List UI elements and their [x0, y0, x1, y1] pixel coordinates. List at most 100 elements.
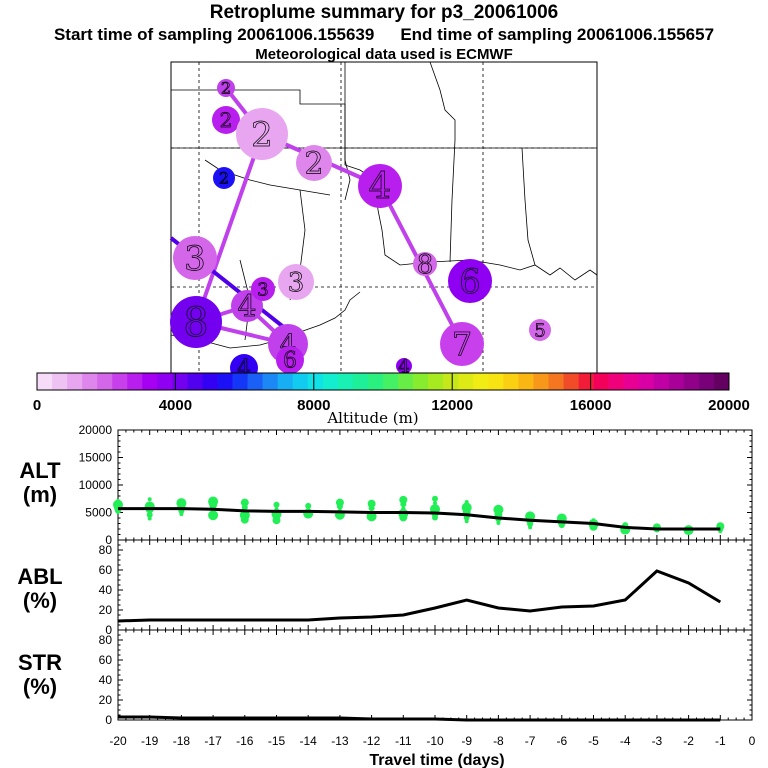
- met-data-label: Meteorological data used is ECMWF: [255, 46, 513, 63]
- y-tick-label: 20: [99, 693, 113, 707]
- colorbar-swatch: [533, 373, 549, 390]
- trajectory-marker: 2: [296, 145, 332, 182]
- marker-circle: [448, 259, 492, 303]
- marker-circle: [213, 167, 235, 189]
- colorbar-swatch: [428, 373, 444, 390]
- altitude-point: [336, 503, 343, 510]
- trajectory-marker: 2: [217, 78, 235, 98]
- trajectory-marker: 6: [448, 259, 492, 303]
- colorbar-swatch: [367, 373, 384, 390]
- marker-day-label: 8: [417, 250, 434, 280]
- y-tick-label: 5000: [85, 506, 112, 520]
- marker-circle: [296, 145, 332, 181]
- x-tick-label: -8: [493, 734, 504, 748]
- colorbar-swatch: [172, 373, 188, 390]
- time-series-panels: 05000100001500020000020406080020406080-2…: [79, 423, 756, 748]
- colorbar-swatch: [202, 373, 218, 390]
- marker-circle: [396, 358, 412, 374]
- str-line: [118, 715, 721, 722]
- altitude-point: [146, 511, 153, 518]
- altitude-point: [464, 519, 469, 524]
- y-tick-label: 0: [105, 623, 112, 637]
- colorbar-tick-label: 12000: [431, 397, 473, 414]
- colorbar-swatch: [398, 373, 414, 390]
- x-tick-label: -4: [620, 734, 631, 748]
- colorbar-swatch: [37, 373, 53, 390]
- x-tick-label: -2: [683, 734, 694, 748]
- colorbar-swatch: [503, 373, 519, 390]
- altitude-point: [432, 514, 438, 521]
- colorbar-swatch: [262, 373, 278, 390]
- marker-day-label: 5: [534, 320, 545, 341]
- colorbar-swatch: [563, 373, 579, 390]
- trajectory-marker: 5: [529, 319, 551, 342]
- colorbar-swatch: [518, 373, 534, 390]
- river-border: [429, 61, 456, 263]
- abl-line: [117, 569, 722, 623]
- colorbar-swatch: [578, 373, 594, 390]
- y-tick-label: 15000: [79, 451, 113, 465]
- colorbar-tick-label: 16000: [570, 397, 612, 414]
- marker-circle: [251, 277, 275, 301]
- altitude-point: [400, 501, 407, 508]
- marker-day-label: 2: [220, 108, 233, 132]
- colorbar-tick-label: 20000: [708, 397, 750, 414]
- colorbar-swatch: [548, 373, 564, 390]
- colorbar-swatch: [217, 373, 233, 390]
- colorbar-swatch: [142, 373, 158, 390]
- x-tick-label: -17: [204, 734, 222, 748]
- y-tick-label: 60: [99, 653, 113, 667]
- state-border: [171, 89, 345, 105]
- x-tick-label: -6: [556, 734, 567, 748]
- sampling-times: Start time of sampling 20061006.155639 En…: [0, 25, 768, 45]
- colorbar-swatch: [413, 373, 429, 390]
- colorbar-swatch: [157, 373, 173, 390]
- alt-axis-unit: (m): [23, 482, 57, 507]
- trajectory-marker: 4: [231, 289, 263, 325]
- colorbar-swatch: [52, 373, 68, 390]
- marker-day-label: 2: [304, 147, 323, 182]
- altitude-point: [432, 495, 438, 502]
- panel-alt: 0 5000 10000 15000 20000: [79, 423, 753, 547]
- colorbar-swatch: [473, 373, 489, 390]
- colorbar-tick-label: 0: [33, 397, 41, 414]
- colorbar-swatch: [337, 373, 354, 390]
- x-tick-label: -15: [268, 734, 286, 748]
- altitude-colorbar: [36, 372, 730, 391]
- x-tick-label: -3: [652, 734, 663, 748]
- marker-day-label: 4: [237, 290, 256, 325]
- x-tick-label: -13: [331, 734, 349, 748]
- x-tick-label: -10: [426, 734, 444, 748]
- altitude-point: [241, 504, 248, 511]
- colorbar-swatch: [292, 373, 309, 390]
- colorbar-swatch: [608, 373, 624, 390]
- trajectory-marker: 2: [212, 106, 240, 134]
- colorbar-swatch: [112, 373, 128, 390]
- abl-axis-label: ABL: [17, 564, 62, 589]
- colorbar-swatch: [638, 373, 655, 390]
- y-tick-label: 0: [105, 533, 112, 547]
- trajectory-marker: 8: [413, 250, 437, 280]
- marker-day-label: 6: [459, 262, 481, 302]
- altitude-point: [305, 502, 312, 509]
- marker-day-label: 7: [452, 325, 472, 363]
- marker-circle: [170, 296, 222, 348]
- trajectory-marker: 3: [251, 277, 275, 301]
- altitude-point: [208, 510, 219, 521]
- end-time-label: End time of sampling 20061006.155657: [400, 25, 715, 44]
- trajectory-marker: 4: [396, 356, 412, 378]
- y-tick-label: 40: [99, 673, 113, 687]
- trajectory-marker: 3: [278, 264, 314, 300]
- trajectory-marker: 3: [173, 236, 217, 280]
- marker-day-label: 4: [369, 167, 392, 208]
- marker-day-label: 2: [251, 115, 273, 155]
- colorbar-swatch: [277, 373, 294, 390]
- altitude-point: [367, 499, 376, 508]
- altitude-point: [527, 521, 534, 528]
- colorbar-swatch: [653, 373, 670, 390]
- str-axis-unit: (%): [23, 674, 57, 699]
- marker-circle: [358, 164, 402, 208]
